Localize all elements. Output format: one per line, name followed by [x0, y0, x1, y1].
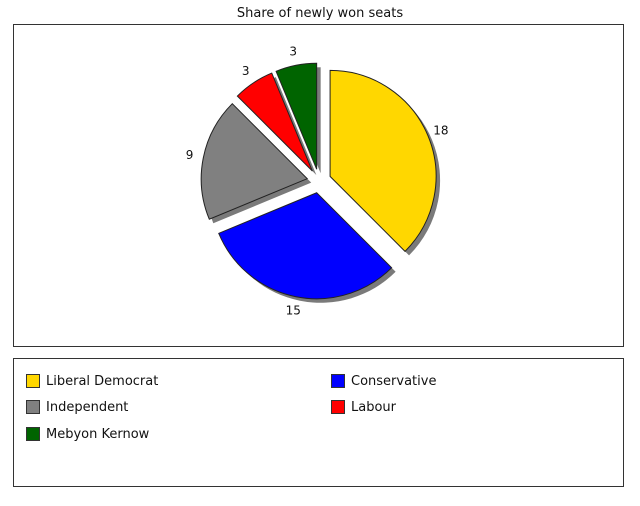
data-label-conservative: 15 — [286, 303, 301, 317]
legend-label: Labour — [351, 399, 396, 415]
plot-area: 18 15 9 3 3 — [13, 24, 624, 347]
legend-label: Mebyon Kernow — [46, 426, 150, 442]
legend-item-conservative: Conservative — [331, 372, 436, 390]
legend-swatch-labour — [331, 400, 345, 414]
legend: Liberal Democrat Conservative Independen… — [13, 358, 624, 487]
legend-item-liberal-democrat: Liberal Democrat — [26, 372, 158, 390]
data-label-liberal-democrat: 18 — [433, 123, 448, 137]
legend-swatch-mebyon-kernow — [26, 427, 40, 441]
legend-item-mebyon-kernow: Mebyon Kernow — [26, 425, 149, 443]
legend-label: Independent — [46, 399, 129, 415]
data-label-mebyon-kernow: 3 — [289, 45, 297, 59]
legend-item-labour: Labour — [331, 398, 396, 416]
legend-label: Conservative — [351, 373, 437, 389]
pie-slice-conservative — [218, 192, 393, 300]
legend-swatch-independent — [26, 400, 40, 414]
legend-swatch-liberal-democrat — [26, 374, 40, 388]
legend-item-independent: Independent — [26, 398, 128, 416]
legend-label: Liberal Democrat — [46, 373, 159, 389]
data-label-labour: 3 — [242, 64, 250, 78]
pie-chart: 18 15 9 3 3 — [186, 45, 449, 318]
chart-title: Share of newly won seats — [236, 6, 404, 21]
pie-slice-liberal-democrat — [329, 69, 437, 253]
pie-slice-mebyon-kernow — [275, 62, 318, 170]
pie-slice-independent — [200, 102, 309, 220]
legend-swatch-conservative — [331, 374, 345, 388]
pie-slice-labour — [236, 72, 313, 172]
data-label-independent: 9 — [186, 148, 194, 162]
